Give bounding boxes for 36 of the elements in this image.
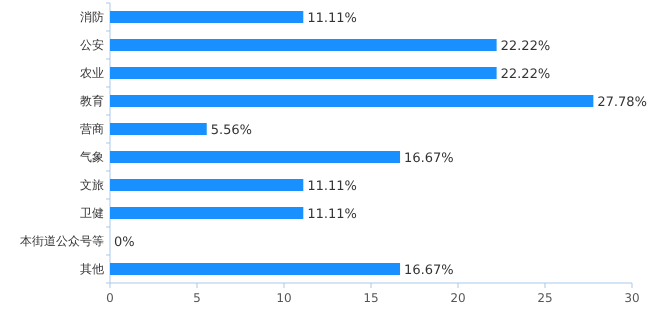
data-label: 22.22%	[500, 67, 550, 82]
y-tick-label: 卫健	[80, 206, 104, 220]
bar	[110, 123, 207, 135]
x-tick-label: 10	[276, 291, 292, 305]
bar	[110, 151, 400, 163]
x-tick-label: 30	[624, 291, 640, 305]
x-tick-label: 15	[363, 291, 379, 305]
data-label: 27.78%	[597, 95, 647, 110]
y-tick-label: 农业	[80, 66, 104, 80]
x-tick-label: 5	[193, 291, 201, 305]
bar	[110, 179, 304, 191]
y-tick-label: 消防	[80, 10, 104, 24]
x-tick-label: 25	[537, 291, 553, 305]
y-tick-label: 其他	[80, 262, 104, 276]
data-label: 16.67%	[404, 151, 454, 166]
y-tick-label: 本街道公众号等	[20, 234, 104, 248]
bar	[110, 207, 304, 219]
data-label: 22.22%	[500, 39, 550, 54]
x-tick-label: 0	[106, 291, 114, 305]
data-label: 16.67%	[404, 263, 454, 278]
data-label: 0%	[114, 235, 135, 250]
bar	[110, 39, 497, 51]
y-tick-label: 营商	[80, 122, 104, 136]
data-label: 5.56%	[210, 123, 252, 138]
x-tick-label: 20	[450, 291, 466, 305]
bar	[110, 11, 304, 23]
bar	[110, 263, 400, 275]
data-label: 11.11%	[307, 11, 357, 26]
y-tick-label: 气象	[80, 150, 104, 164]
bar	[110, 67, 497, 79]
y-tick-label: 文旅	[80, 178, 104, 192]
data-label: 11.11%	[307, 207, 357, 222]
y-tick-label: 公安	[80, 38, 104, 52]
y-tick-label: 教育	[80, 94, 104, 108]
data-label: 11.11%	[307, 179, 357, 194]
bar	[110, 95, 594, 107]
